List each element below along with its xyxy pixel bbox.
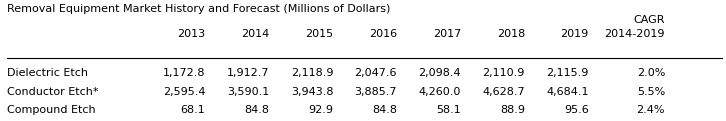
- Text: 3,943.8: 3,943.8: [290, 87, 333, 97]
- Text: CAGR: CAGR: [634, 15, 665, 25]
- Text: 2,047.6: 2,047.6: [354, 68, 397, 78]
- Text: 68.1: 68.1: [181, 105, 205, 115]
- Text: 92.9: 92.9: [309, 105, 333, 115]
- Text: 2016: 2016: [369, 29, 397, 39]
- Text: 5.5%: 5.5%: [637, 87, 665, 97]
- Text: 95.6: 95.6: [564, 105, 589, 115]
- Text: 2014: 2014: [241, 29, 269, 39]
- Text: 4,260.0: 4,260.0: [419, 87, 461, 97]
- Text: 84.8: 84.8: [372, 105, 397, 115]
- Text: 4,628.7: 4,628.7: [482, 87, 525, 97]
- Text: 2017: 2017: [433, 29, 461, 39]
- Text: 2,595.4: 2,595.4: [163, 87, 205, 97]
- Text: 2013: 2013: [177, 29, 205, 39]
- Text: 2,110.9: 2,110.9: [483, 68, 525, 78]
- Text: Dielectric Etch: Dielectric Etch: [7, 68, 89, 78]
- Text: Removal Equipment Market History and Forecast (Millions of Dollars): Removal Equipment Market History and For…: [7, 4, 391, 14]
- Text: 1,912.7: 1,912.7: [227, 68, 269, 78]
- Text: Conductor Etch*: Conductor Etch*: [7, 87, 99, 97]
- Text: 3,590.1: 3,590.1: [227, 87, 269, 97]
- Text: 3,885.7: 3,885.7: [354, 87, 397, 97]
- Text: 1,172.8: 1,172.8: [163, 68, 205, 78]
- Text: 2,118.9: 2,118.9: [290, 68, 333, 78]
- Text: Compound Etch: Compound Etch: [7, 105, 96, 115]
- Text: 88.9: 88.9: [500, 105, 525, 115]
- Text: 2015: 2015: [305, 29, 333, 39]
- Text: 2019: 2019: [560, 29, 589, 39]
- Text: 58.1: 58.1: [436, 105, 461, 115]
- Text: 2014-2019: 2014-2019: [605, 29, 665, 39]
- Text: 2,115.9: 2,115.9: [547, 68, 589, 78]
- Text: 2,098.4: 2,098.4: [418, 68, 461, 78]
- Text: 2.4%: 2.4%: [637, 105, 665, 115]
- Text: 2018: 2018: [497, 29, 525, 39]
- Text: 84.8: 84.8: [245, 105, 269, 115]
- Text: 2.0%: 2.0%: [637, 68, 665, 78]
- Text: 4,684.1: 4,684.1: [546, 87, 589, 97]
